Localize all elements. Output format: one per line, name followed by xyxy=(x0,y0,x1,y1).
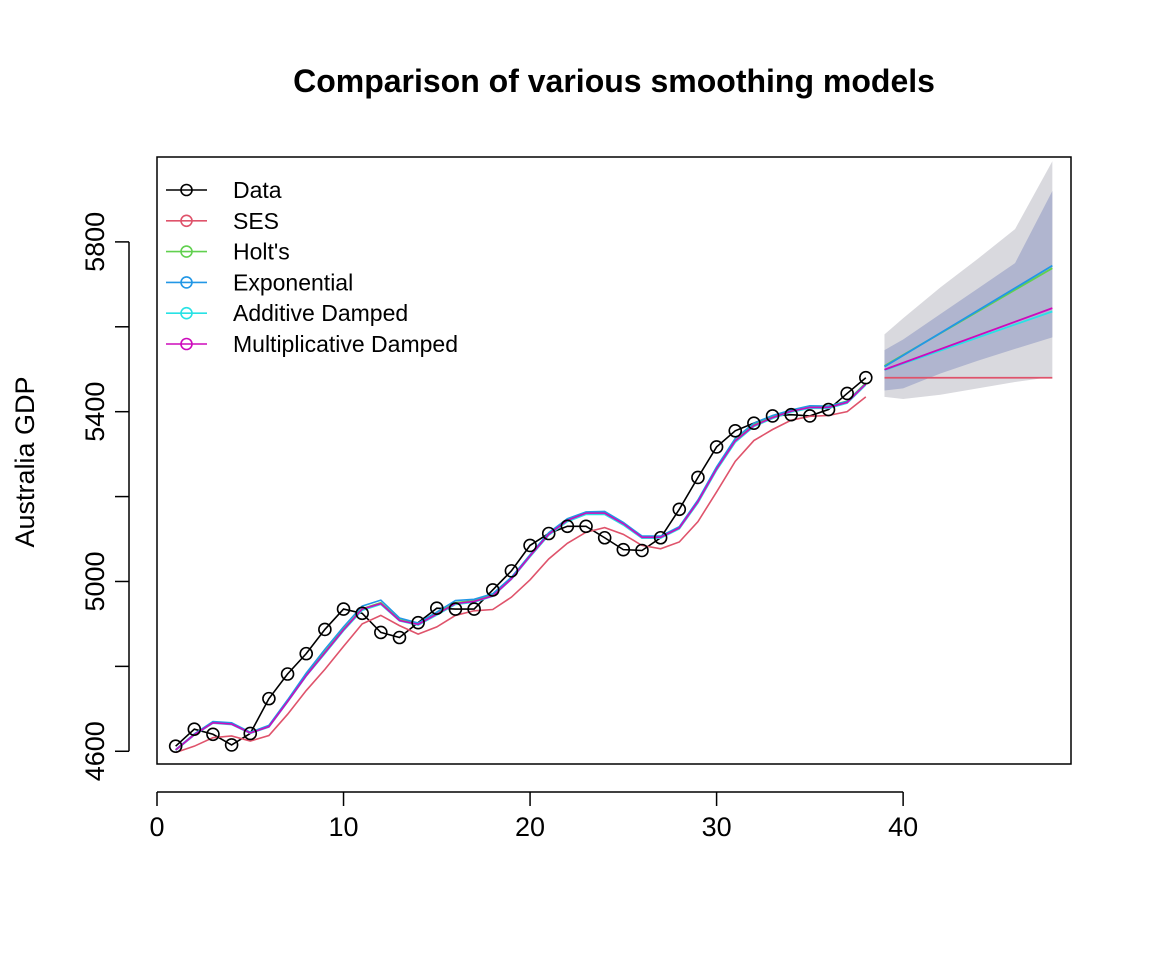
data-point xyxy=(579,519,593,534)
legend-marker xyxy=(180,306,193,320)
legend-label: SES xyxy=(233,208,279,234)
legend: Data SES Holt's Exponential Additive Damped M… xyxy=(166,177,458,357)
legend-item: Holt's xyxy=(166,239,290,265)
y-axis-label: Australia GDP xyxy=(10,376,40,547)
data-point xyxy=(392,630,407,645)
data-point xyxy=(803,409,817,423)
data-point xyxy=(691,470,705,485)
data-point xyxy=(411,615,425,630)
x-tick-label: 40 xyxy=(888,812,918,842)
legend-label: Holt's xyxy=(233,239,290,265)
data-point xyxy=(840,386,854,401)
data-point xyxy=(318,622,332,637)
x-tick-label: 20 xyxy=(515,812,545,842)
legend-label: Exponential xyxy=(233,269,353,295)
data-point xyxy=(616,542,631,557)
y-tick-label: 5400 xyxy=(80,382,110,442)
data-point xyxy=(784,407,799,422)
y-tick-label: 5000 xyxy=(80,551,110,611)
series-line-multiplicative-damped xyxy=(175,383,867,751)
data-point xyxy=(168,739,183,753)
data-point xyxy=(597,530,612,545)
legend-label: Additive Damped xyxy=(233,300,408,326)
legend-item: SES xyxy=(166,208,279,234)
data-point xyxy=(355,606,369,621)
data-point xyxy=(374,625,388,640)
data-point xyxy=(747,416,761,430)
data-point xyxy=(541,526,556,541)
data-point xyxy=(243,726,258,741)
legend-item: Additive Damped xyxy=(166,300,408,326)
data-point xyxy=(560,519,575,534)
y-tick-label: 4600 xyxy=(80,721,110,781)
forecast-line-multiplicative-damped xyxy=(884,307,1053,371)
series-lines xyxy=(175,377,867,754)
data-point xyxy=(467,602,481,616)
legend-item: Data xyxy=(166,177,282,203)
legend-label: Data xyxy=(233,177,282,203)
series-line-data xyxy=(175,377,867,747)
data-markers xyxy=(168,370,873,753)
legend-marker xyxy=(180,245,193,258)
chart-title: Comparison of various smoothing models xyxy=(293,63,935,99)
data-point xyxy=(672,502,687,517)
data-point xyxy=(728,423,743,438)
data-point xyxy=(299,646,314,661)
legend-marker xyxy=(180,276,193,289)
data-point xyxy=(709,440,724,454)
y-tick-label: 5800 xyxy=(80,212,110,272)
x-tick-label: 30 xyxy=(702,812,732,842)
data-point xyxy=(523,538,537,553)
data-point xyxy=(635,543,649,558)
forecast-line-exponential xyxy=(884,264,1053,368)
data-point xyxy=(429,601,444,616)
legend-label: Multiplicative Damped xyxy=(233,331,458,357)
legend-marker xyxy=(180,214,193,228)
x-axis: 0 10 20 30 40 xyxy=(149,791,918,842)
data-point xyxy=(206,727,220,742)
data-point xyxy=(224,738,239,752)
y-axis: 4600 5000 5400 5800 xyxy=(80,212,130,781)
data-point xyxy=(653,530,668,545)
data-point xyxy=(262,691,276,706)
data-point xyxy=(765,409,780,423)
data-point xyxy=(448,602,463,616)
legend-item: Multiplicative Damped xyxy=(166,331,458,357)
legend-marker xyxy=(180,183,193,197)
data-point xyxy=(821,402,836,417)
data-point xyxy=(504,564,519,578)
forecast-lines xyxy=(884,264,1053,379)
series-line-exponential xyxy=(175,383,867,751)
plot-frame xyxy=(156,156,1072,765)
legend-marker xyxy=(180,337,193,351)
x-tick-label: 10 xyxy=(329,812,359,842)
data-point xyxy=(859,370,873,385)
series-line-ses xyxy=(175,396,867,754)
data-point xyxy=(280,667,295,681)
x-tick-label: 0 xyxy=(149,812,164,842)
data-point xyxy=(336,602,351,616)
data-point xyxy=(485,583,500,597)
data-point xyxy=(187,722,202,736)
legend-item: Exponential xyxy=(166,269,353,295)
